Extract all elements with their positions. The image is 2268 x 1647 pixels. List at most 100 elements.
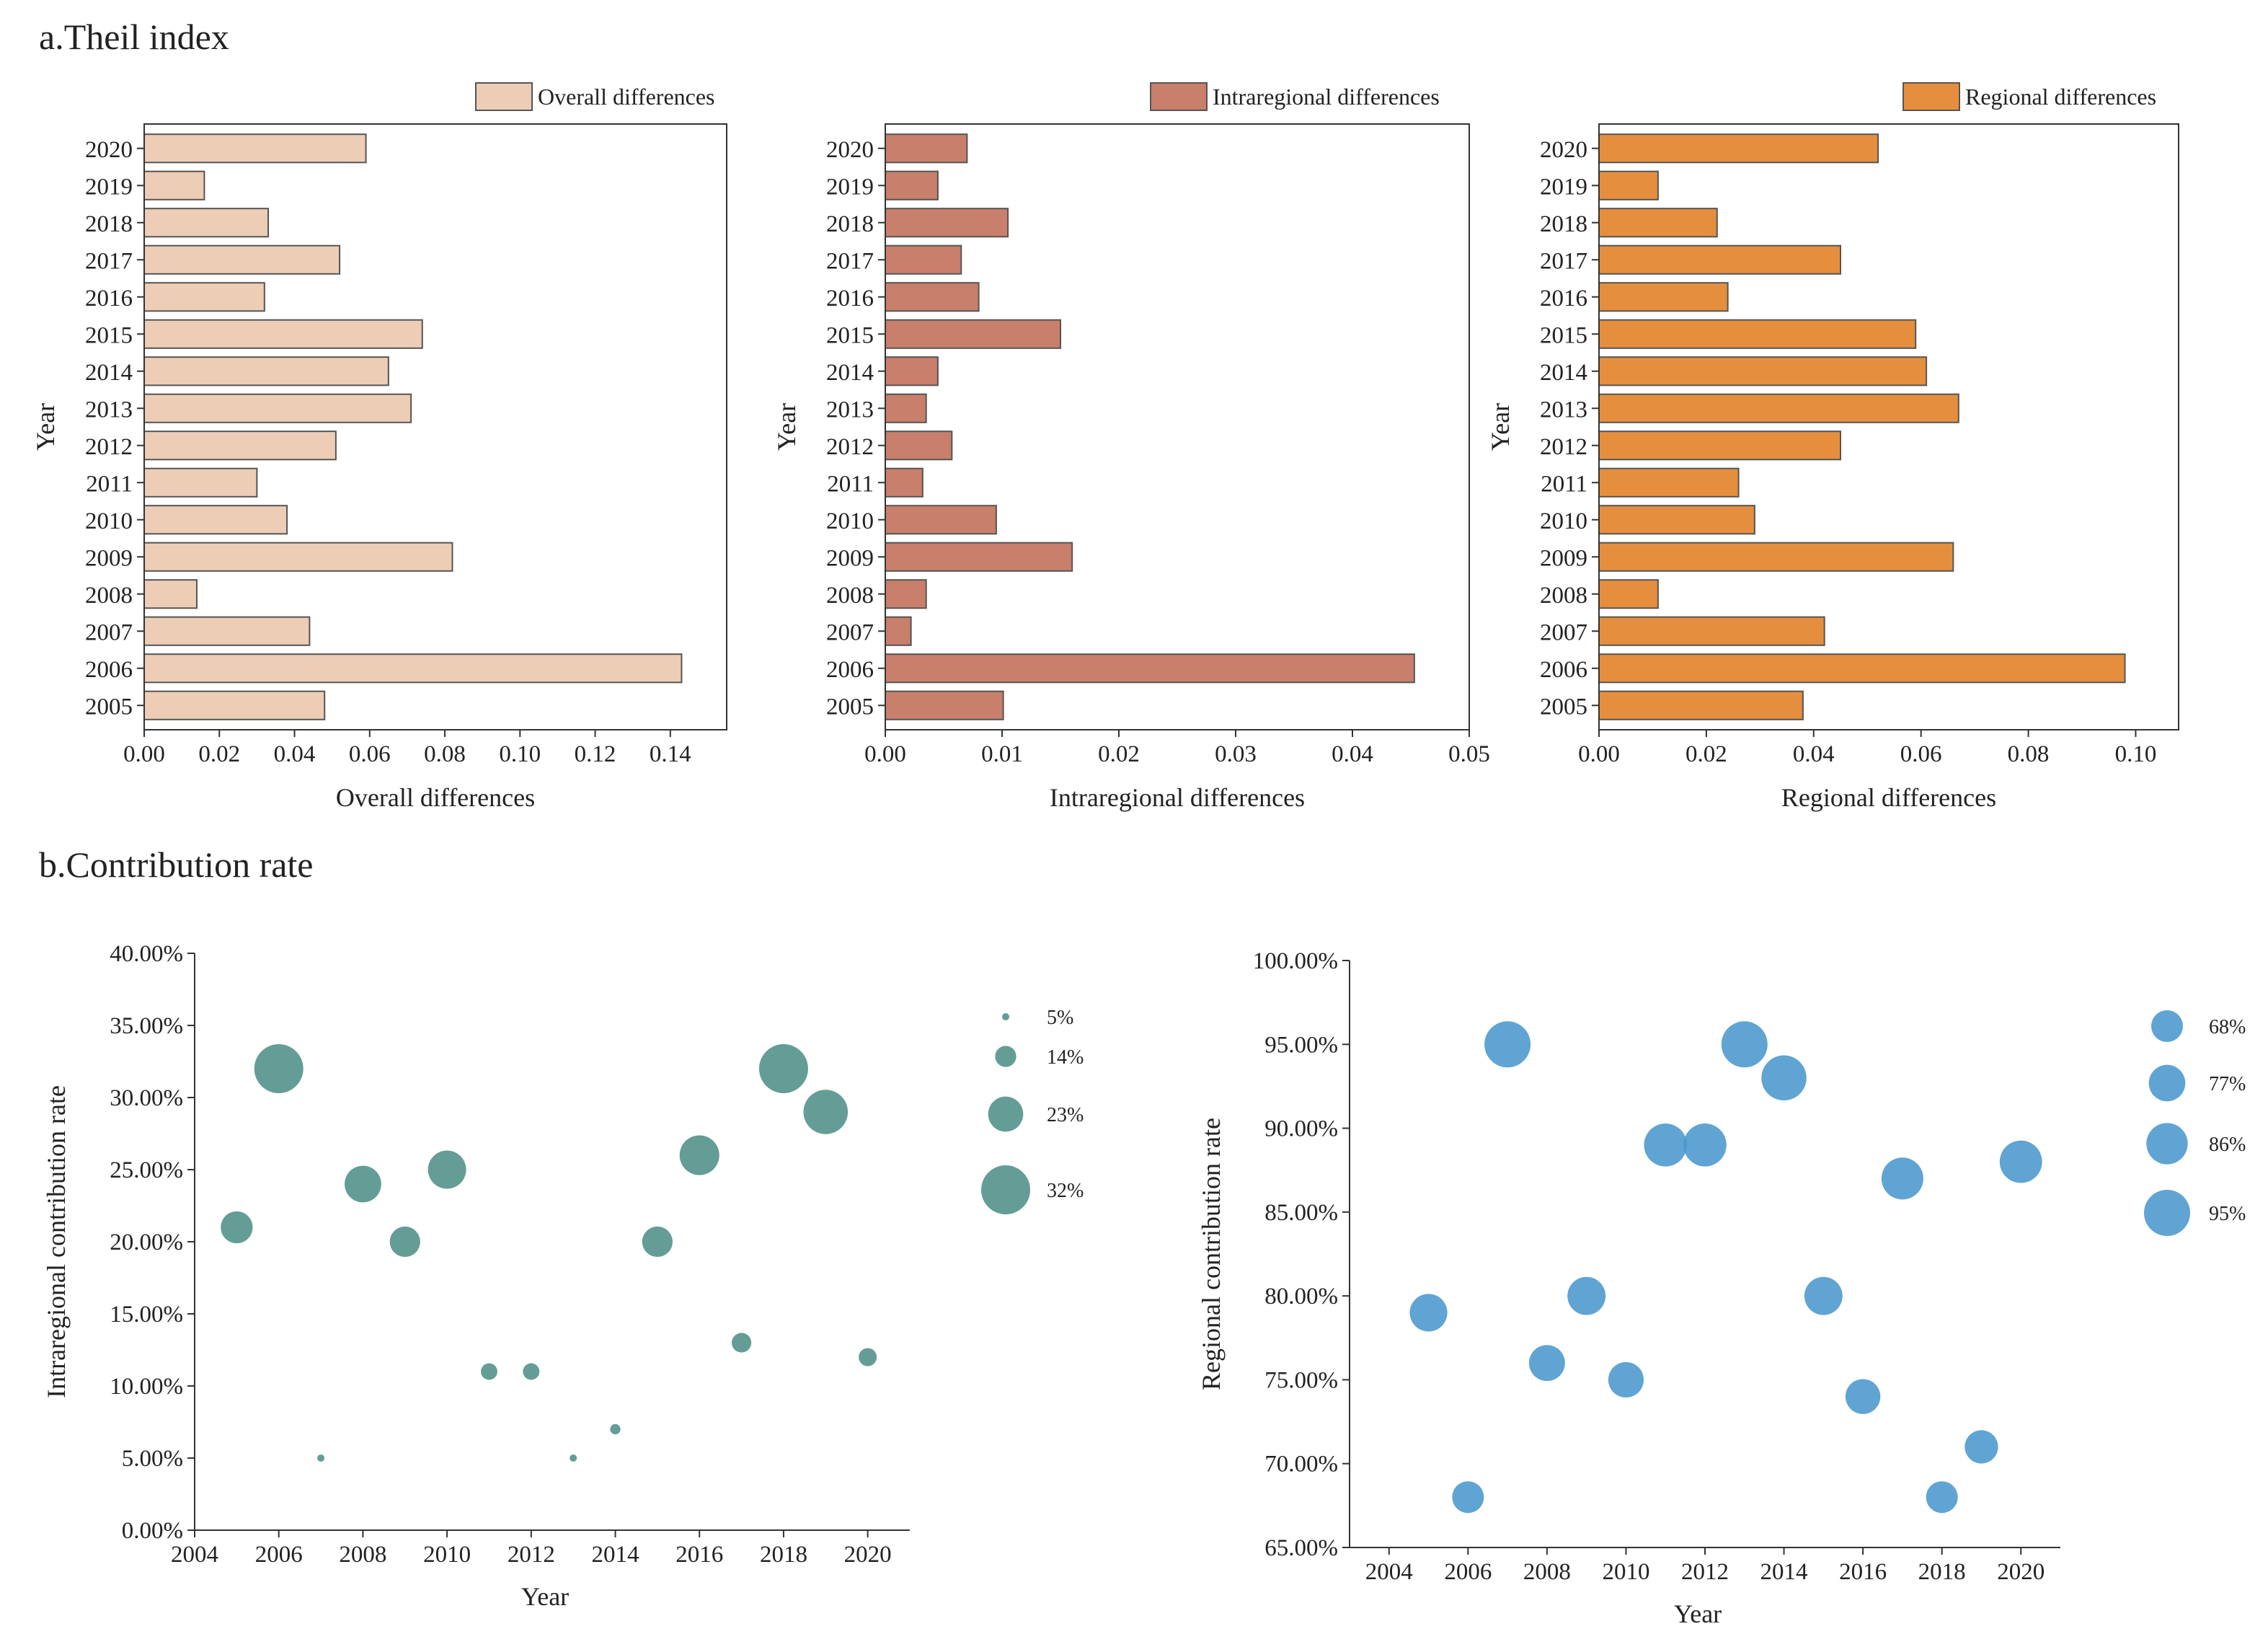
bar: [1598, 430, 1841, 461]
x-tick-label: 0.08: [424, 741, 466, 767]
section-a-title: a.Theil index: [39, 17, 229, 57]
x-tick-label: 0.06: [349, 741, 391, 767]
x-tick-label: 0.12: [575, 741, 616, 767]
bar: [143, 542, 453, 572]
y-tick-label: 2015: [85, 322, 133, 348]
x-tick-label: 0.01: [981, 741, 1023, 767]
size-legend-bubble: [981, 1165, 1030, 1214]
bar: [143, 653, 683, 684]
size-legend-bubble: [2146, 1123, 2188, 1165]
x-tick-label: 0.02: [1098, 741, 1140, 767]
y-tick-label: 15.00%: [110, 1302, 183, 1328]
bubble: [428, 1150, 466, 1189]
bar: [143, 133, 367, 164]
x-tick-label: 2006: [255, 1542, 303, 1568]
bubble: [1608, 1361, 1644, 1398]
bar: [885, 208, 1009, 238]
y-tick-label: 2007: [1540, 619, 1587, 645]
y-tick-label: 2019: [826, 174, 874, 200]
x-tick-label: 2014: [1760, 1559, 1808, 1585]
x-axis-label: Year: [521, 1582, 569, 1611]
bar: [143, 319, 423, 349]
bubble: [389, 1226, 420, 1258]
bubble: [317, 1454, 325, 1462]
y-tick-label: 2014: [1540, 360, 1587, 386]
x-axis-label: Year: [1674, 1599, 1722, 1628]
y-tick-label: 2006: [826, 657, 874, 683]
bar: [1598, 170, 1659, 200]
bubble-chart-1: 0.00% 5.00% 10.00% 15.00% 20.00% 25.00% 30.00%…: [42, 941, 1084, 1611]
x-tick-label: 2010: [423, 1542, 471, 1568]
x-tick-label: 0.10: [2115, 741, 2157, 767]
y-tick-label: 90.00%: [1264, 1116, 1338, 1142]
y-tick-label: 2016: [85, 286, 133, 312]
bar: [885, 542, 1073, 572]
bubble: [731, 1333, 752, 1353]
bubble: [221, 1211, 253, 1244]
bar: [1598, 653, 2126, 684]
y-tick-label: 2017: [826, 248, 874, 274]
y-tick-label: 2020: [1540, 137, 1587, 163]
bubble: [859, 1348, 877, 1366]
y-tick-label: 2019: [1540, 174, 1587, 200]
y-tick-label: 100.00%: [1253, 948, 1338, 974]
x-tick-label: 2020: [1997, 1559, 2045, 1585]
bubble: [523, 1363, 540, 1380]
x-tick-label: 2010: [1602, 1559, 1649, 1585]
y-tick-label: 2016: [826, 286, 874, 312]
bar-chart-1: Overall differences 2020 2019 2018 2017 2016 2…: [31, 82, 727, 812]
y-tick-label: 2009: [1540, 545, 1587, 571]
x-axis-label: Regional differences: [1781, 783, 1996, 812]
y-tick-label: 2008: [1540, 583, 1587, 609]
bar: [885, 616, 912, 646]
bar: [1598, 542, 1954, 572]
bubble: [1804, 1276, 1843, 1315]
x-tick-label: 2012: [1681, 1559, 1729, 1585]
y-tick-label: 2017: [85, 248, 133, 274]
y-tick-label: 2019: [85, 174, 133, 200]
y-tick-label: 70.00%: [1264, 1452, 1338, 1478]
x-tick-label: 2016: [1839, 1559, 1887, 1585]
bubble: [1845, 1379, 1881, 1414]
y-tick-label: 2017: [1540, 248, 1587, 274]
bubble: [1567, 1276, 1606, 1315]
bar: [885, 244, 962, 275]
size-legend-label: 32%: [1047, 1180, 1084, 1202]
x-tick-label: 2008: [339, 1542, 386, 1568]
bar: [1598, 393, 1959, 423]
y-tick-label: 85.00%: [1264, 1200, 1338, 1226]
x-tick-label: 0.10: [499, 741, 541, 767]
y-tick-label: 2020: [826, 137, 874, 163]
x-tick-label: 2004: [1365, 1559, 1413, 1585]
size-legend-label: 86%: [2209, 1134, 2246, 1156]
y-tick-label: 2013: [826, 397, 874, 423]
bar-chart-2: Intraregional differences 2020 2019 2018 201…: [772, 82, 1490, 812]
bubble: [1999, 1140, 2042, 1183]
x-tick-label: 0.04: [274, 741, 316, 767]
x-tick-label: 2004: [171, 1542, 218, 1568]
y-tick-label: 2006: [1540, 657, 1587, 683]
y-axis-label: Intraregional contribution rate: [42, 1085, 71, 1398]
bar: [143, 690, 326, 720]
plot-frame: [885, 123, 1470, 730]
x-tick-label: 0.02: [198, 741, 240, 767]
bar: [1598, 467, 1740, 498]
y-axis-label: Year: [31, 403, 60, 451]
x-tick-label: 0.00: [864, 741, 906, 767]
bubble: [1881, 1157, 1923, 1200]
bubble-chart-2: 65.00% 70.00% 75.00% 80.00% 85.00% 90.00% 95.0…: [1197, 948, 2246, 1628]
x-tick-label: 0.14: [650, 741, 691, 767]
x-tick-label: 0.04: [1332, 741, 1373, 767]
bar: [885, 467, 923, 498]
bar: [885, 505, 997, 535]
y-tick-label: 10.00%: [110, 1374, 183, 1400]
bubble: [803, 1090, 849, 1134]
y-tick-label: 95.00%: [1264, 1032, 1338, 1058]
bubble: [1528, 1345, 1565, 1382]
y-tick-label: 2005: [826, 694, 874, 720]
bar: [143, 393, 412, 423]
y-tick-label: 2005: [1540, 694, 1587, 720]
x-tick-label: 0.03: [1215, 741, 1257, 767]
y-tick-label: 2010: [1540, 508, 1587, 534]
size-legend-bubble: [2144, 1190, 2190, 1236]
